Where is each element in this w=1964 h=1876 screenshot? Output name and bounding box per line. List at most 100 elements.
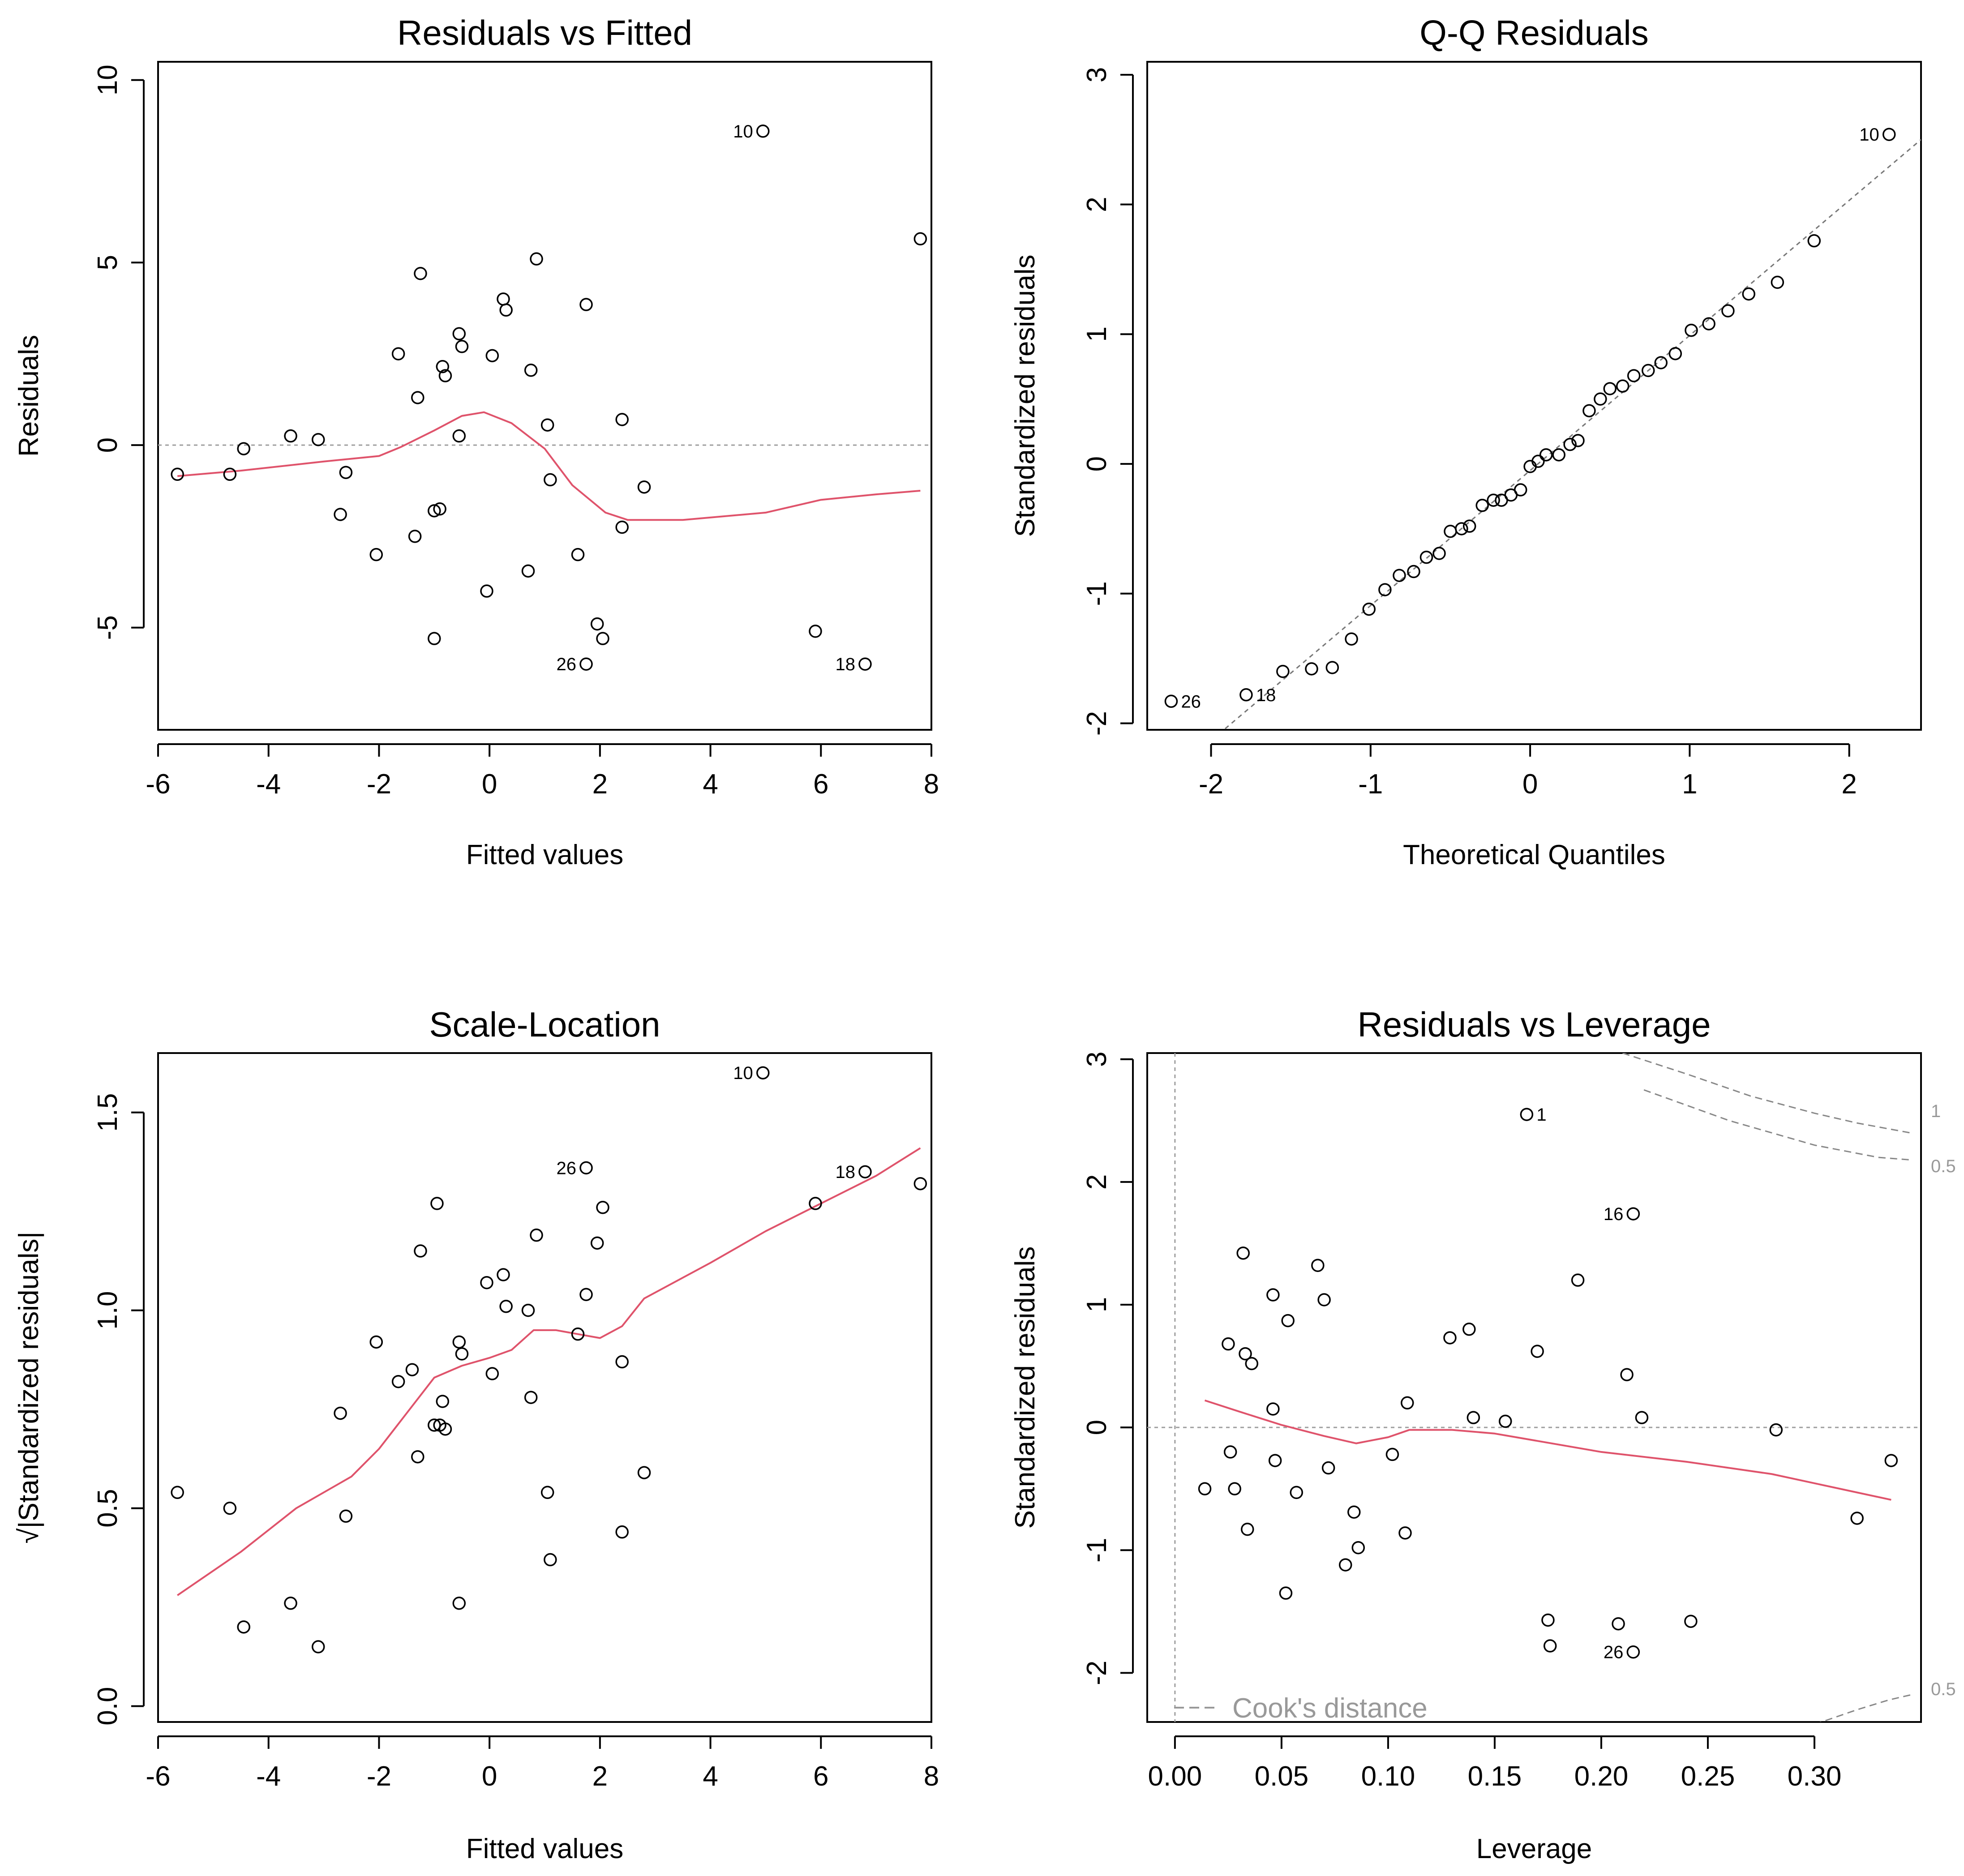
point-label: 26 (557, 1158, 577, 1178)
data-point (1305, 662, 1318, 676)
cooks-contour-label: 1 (1931, 1101, 1941, 1121)
point-label: 26 (1604, 1643, 1624, 1662)
data-point (1266, 1402, 1280, 1416)
panel-qq: Q-Q Residuals Theoretical Quantiles Standa… (1010, 13, 1922, 870)
data-point (1266, 1288, 1280, 1302)
data-point (1620, 1368, 1634, 1381)
data-point (1245, 1357, 1259, 1371)
data-point (858, 1165, 872, 1178)
data-point (524, 1391, 538, 1404)
data-point (1541, 1613, 1555, 1627)
panel-rvf: Residuals vs Fitted Fitted values Residual… (13, 13, 939, 870)
data-point (579, 298, 593, 311)
data-point (1393, 569, 1406, 582)
data-point (405, 1363, 419, 1376)
data-point (590, 617, 604, 631)
smoother-line (1204, 1399, 1891, 1501)
data-point (1228, 1482, 1241, 1495)
data-point (1321, 1461, 1335, 1475)
y-tick-label: -1 (1081, 1538, 1112, 1563)
y-axis-label: Standardized residuals (1010, 1246, 1041, 1529)
data-point (223, 467, 237, 481)
data-point (1603, 382, 1617, 395)
data-point (339, 1509, 353, 1523)
data-point (171, 1486, 184, 1499)
data-point (1239, 688, 1253, 702)
x-tick-label: 2 (592, 769, 608, 800)
x-tick-label: 0.00 (1148, 1761, 1202, 1792)
cooks-distance-curve (1622, 1053, 1911, 1134)
x-tick-label: -1 (1358, 769, 1383, 800)
data-point (1627, 369, 1641, 382)
y-tick-label: 0 (92, 437, 123, 453)
data-point (1385, 1448, 1399, 1461)
data-point (1164, 694, 1178, 708)
x-tick-label: 0.20 (1574, 1761, 1629, 1792)
data-point (1276, 664, 1290, 678)
data-point (480, 584, 493, 598)
plot-area (1164, 128, 1921, 730)
data-point (452, 1597, 466, 1610)
data-point (339, 466, 353, 479)
data-point (540, 418, 554, 432)
x-tick-label: -4 (256, 1761, 281, 1792)
data-point (571, 1327, 585, 1341)
data-point (1850, 1512, 1864, 1525)
y-tick-label: 0.5 (92, 1489, 123, 1528)
y-tick-label: -2 (1081, 711, 1112, 736)
data-point (1462, 1323, 1476, 1336)
data-point (1345, 632, 1358, 646)
data-point (334, 508, 347, 521)
panel-sl: Scale-Location Fitted values √|Standardize… (13, 1005, 939, 1864)
data-point (438, 1422, 452, 1436)
data-point (1198, 1482, 1212, 1495)
data-point (411, 1450, 425, 1464)
data-point (913, 1177, 927, 1191)
chart-title: Residuals vs Leverage (1357, 1005, 1711, 1044)
legend-label: Cook's distance (1232, 1693, 1428, 1724)
data-point (1398, 1526, 1412, 1540)
point-label: 18 (1256, 685, 1276, 705)
data-point (1884, 1454, 1898, 1467)
data-point (1317, 1293, 1331, 1306)
data-point (530, 252, 543, 266)
data-point (530, 1228, 543, 1242)
data-point (311, 433, 325, 446)
x-axis-label: Leverage (1476, 1833, 1592, 1864)
data-point (414, 1244, 427, 1258)
data-point (596, 1201, 609, 1214)
data-point (756, 124, 770, 138)
data-point (411, 391, 425, 404)
y-tick-label: -2 (1081, 1661, 1112, 1685)
data-point (1401, 1396, 1414, 1410)
data-point (1419, 550, 1433, 564)
x-tick-label: 4 (703, 769, 718, 800)
y-tick-label: 0 (1081, 456, 1112, 471)
cooks-contour-label: 0.5 (1931, 1679, 1956, 1699)
data-point (1240, 1522, 1254, 1536)
data-point (1582, 404, 1596, 418)
data-point (579, 657, 593, 671)
x-tick-label: 6 (813, 769, 828, 800)
data-point (1702, 317, 1715, 330)
data-point (1520, 1108, 1534, 1121)
data-point (1475, 499, 1489, 512)
plot-frame (157, 1052, 932, 1723)
data-point (1268, 1454, 1282, 1467)
x-tick-label: 4 (703, 1761, 718, 1792)
data-point (436, 360, 450, 373)
y-axis-label: √|Standardized residuals| (13, 1232, 44, 1544)
data-point (414, 267, 427, 280)
data-point (438, 369, 452, 382)
data-point (1236, 1246, 1250, 1260)
data-point (1685, 323, 1698, 337)
data-point (637, 1466, 651, 1479)
data-point (1721, 304, 1735, 317)
data-point (311, 1640, 325, 1653)
data-point (1222, 1337, 1235, 1351)
data-point (544, 1553, 557, 1567)
plot-area (1147, 1053, 1921, 1722)
data-point (1311, 1259, 1325, 1272)
y-tick-label: 2 (1081, 1174, 1112, 1190)
data-point (1616, 379, 1630, 393)
